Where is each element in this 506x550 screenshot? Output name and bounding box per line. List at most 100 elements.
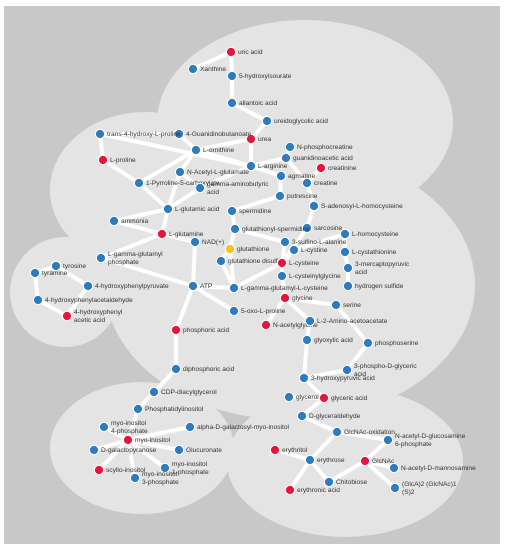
node-label-line: myo-inositol	[142, 471, 178, 478]
node	[170, 363, 182, 375]
node	[189, 236, 201, 248]
node-label: L-proline	[110, 157, 136, 164]
node	[382, 434, 394, 446]
edge	[233, 227, 287, 244]
edge	[126, 438, 167, 470]
node	[229, 223, 241, 235]
node-label: 4-hydroxyphenylacetaldehyde	[45, 297, 133, 304]
node-label: 4-Guanidinobutanoate	[186, 131, 252, 138]
node-label-line: acid	[207, 189, 219, 196]
node-label: L-2-Amino-acetoacetate	[317, 318, 388, 325]
cluster	[10, 237, 120, 347]
node	[132, 403, 144, 415]
node-label: scyllo-inositol	[106, 467, 146, 474]
node-label: 3-sulfino-L-alanine	[292, 239, 347, 246]
node	[93, 464, 105, 476]
edge	[288, 458, 312, 492]
node	[276, 257, 288, 269]
node-label: myo-inositol 1-phosphate	[172, 461, 209, 476]
node-label: GlcNAc	[372, 458, 395, 465]
node-label: tyramine	[42, 270, 68, 277]
node	[82, 280, 94, 292]
node	[388, 462, 400, 474]
node	[279, 292, 291, 304]
node-label: glutathione	[237, 246, 270, 253]
node-label: 4-hydroxyphenyl acetic acid	[74, 309, 123, 324]
node-label: Phosphatidylinositol	[145, 406, 204, 413]
edge	[99, 232, 164, 260]
node-label: 5-hydroxyisourate	[239, 73, 292, 80]
node-label: agmatine	[288, 173, 315, 180]
edge	[126, 407, 140, 442]
edge	[327, 459, 367, 484]
node-label: trans-4-hydroxy-L-proline	[107, 131, 181, 138]
node-label: hydrogen sulfide	[355, 283, 404, 290]
edge	[191, 284, 236, 313]
node	[61, 310, 73, 322]
node	[228, 305, 240, 317]
node-label: L-glutamic acid	[175, 206, 220, 213]
node	[304, 315, 316, 327]
node	[194, 182, 206, 194]
node-label: N-phosphocreatine	[297, 144, 353, 151]
node	[315, 162, 327, 174]
node-label-line: myo-inositol	[172, 461, 208, 468]
node-label-line: acid	[355, 269, 367, 276]
edge	[137, 148, 198, 185]
node	[339, 246, 351, 258]
node-label: ammonia	[121, 218, 148, 225]
node-label-line: 3-phosphate	[142, 479, 179, 486]
node-label: gamma-aminobutyric acid	[207, 181, 269, 196]
node-label-line: acetic acid	[74, 317, 105, 324]
node	[362, 337, 374, 349]
node	[261, 115, 273, 127]
edge	[334, 303, 370, 345]
node-label: Xanthine	[200, 66, 226, 73]
node-label: phosphoric acid	[183, 327, 230, 334]
edge	[292, 232, 347, 252]
node-label: L-homocysteine	[352, 231, 399, 238]
node	[301, 334, 313, 346]
node	[190, 144, 202, 156]
node	[301, 177, 313, 189]
node-label: glutathionyl-spermidine	[242, 226, 310, 233]
edge	[345, 341, 370, 372]
edge	[101, 158, 141, 185]
node-label: L-cystathionine	[352, 249, 397, 256]
edge	[249, 156, 288, 168]
edge	[273, 448, 312, 462]
node	[288, 244, 300, 256]
node-label: glyoxylic acid	[314, 337, 353, 344]
node-label: L-glutamine	[169, 231, 204, 238]
node-label-line: 4-hydroxyphenyl	[74, 309, 123, 316]
node	[245, 160, 257, 172]
node	[122, 434, 134, 446]
edge	[99, 256, 195, 288]
cluster	[50, 382, 234, 514]
node-label: GlcNAc-oxidation	[344, 429, 395, 436]
node-label: L-gamma-glutamyl phosphate	[108, 251, 163, 266]
node	[323, 476, 335, 488]
node-label: L-cysteine	[289, 260, 319, 267]
node-label: Chitobiose	[336, 479, 367, 486]
node	[342, 262, 354, 274]
node-label: diphosphoric acid	[183, 366, 235, 373]
node	[50, 260, 62, 272]
node	[342, 280, 354, 292]
node	[269, 444, 281, 456]
edge	[302, 368, 349, 380]
node-label: D-glyceraldehyde	[309, 413, 361, 420]
node-label: uric acid	[238, 49, 263, 56]
node-label-line: 1-phosphate	[172, 469, 209, 476]
node-label: (GlcA)2 (GlcNAc)1 (S)2	[402, 481, 457, 496]
node-label: N-acetyl-D-mannosamine	[401, 465, 476, 472]
node	[32, 294, 44, 306]
edge	[283, 296, 312, 323]
node-label: phosphoserine	[375, 340, 419, 347]
node-label: 4-hydroxyphenylpyruvate	[95, 283, 169, 290]
edge	[363, 459, 397, 490]
node-label: 3-mercaptopyruvic acid	[355, 261, 410, 276]
cluster	[105, 150, 475, 420]
node-label: glycerol	[296, 394, 319, 401]
node-label: tyrosine	[63, 263, 86, 270]
